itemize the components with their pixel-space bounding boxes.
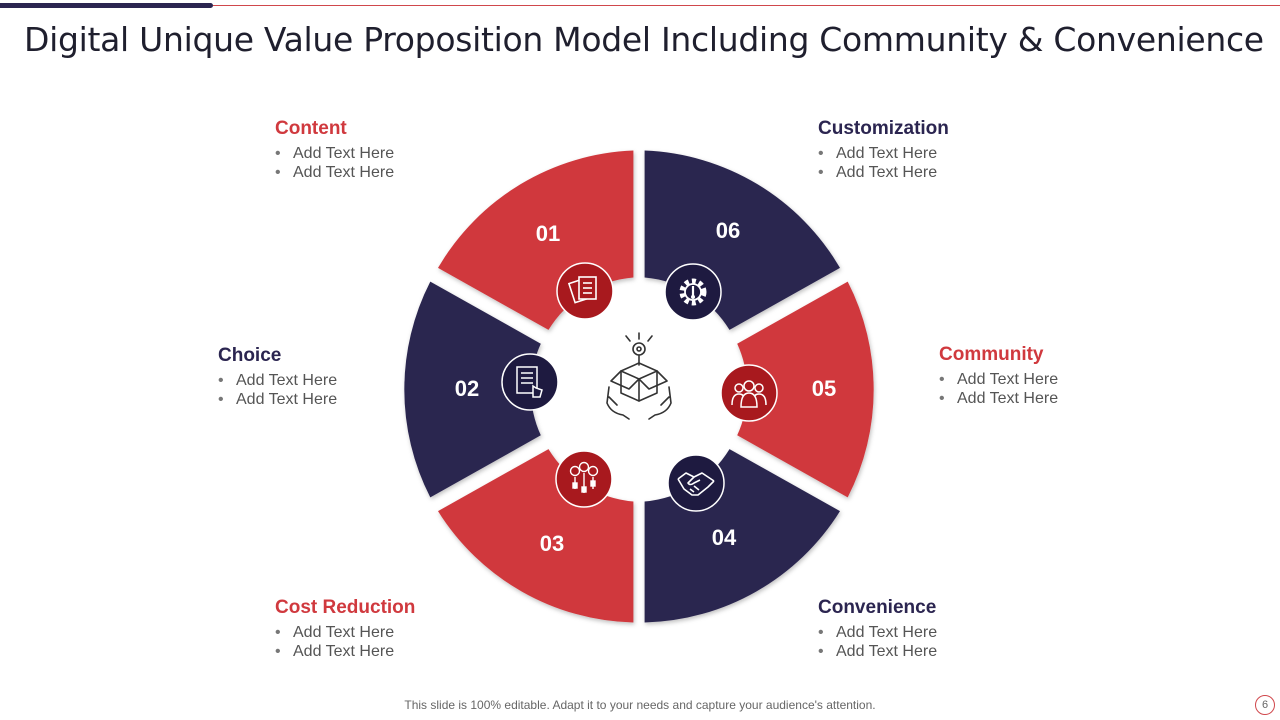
block-community: Community Add Text Here Add Text Here — [939, 345, 1058, 408]
segment-number-04: 04 — [712, 525, 737, 550]
coins-icon — [555, 450, 613, 508]
top-divider-line — [213, 5, 1280, 6]
bullet-customization-2: Add Text Here — [818, 163, 949, 182]
bullet-community-1: Add Text Here — [939, 370, 1058, 389]
label-community: Community — [939, 344, 1044, 365]
page-number: 6 — [1255, 695, 1275, 715]
label-cost-reduction: Cost Reduction — [275, 597, 416, 618]
segment-number-03: 03 — [540, 531, 564, 556]
slide-title: Digital Unique Value Proposition Model I… — [24, 20, 1264, 59]
block-convenience: Convenience Add Text Here Add Text Here — [818, 598, 937, 661]
label-choice: Choice — [218, 345, 282, 366]
segment-number-06: 06 — [716, 218, 740, 243]
footer-note: This slide is 100% editable. Adapt it to… — [404, 698, 876, 712]
bullet-convenience-1: Add Text Here — [818, 623, 937, 642]
bullet-cost-reduction-2: Add Text Here — [275, 642, 415, 661]
bullet-cost-reduction-1: Add Text Here — [275, 623, 415, 642]
bullet-content-1: Add Text Here — [275, 144, 394, 163]
bullet-customization-1: Add Text Here — [818, 144, 949, 163]
value-box-hands-icon — [606, 332, 672, 420]
top-accent-bar — [0, 3, 213, 8]
segment-number-01: 01 — [536, 221, 560, 246]
segment-02 — [404, 281, 541, 498]
bullet-community-2: Add Text Here — [939, 389, 1058, 408]
block-content: Content Add Text Here Add Text Here — [275, 119, 394, 182]
bullet-convenience-2: Add Text Here — [818, 642, 937, 661]
segment-05 — [737, 281, 874, 498]
block-cost-reduction: Cost Reduction Add Text Here Add Text He… — [275, 598, 415, 661]
gear-icon — [664, 263, 722, 321]
segment-number-02: 02 — [455, 376, 479, 401]
bullet-choice-1: Add Text Here — [218, 371, 337, 390]
document-icon — [556, 262, 614, 320]
label-convenience: Convenience — [818, 597, 937, 618]
label-customization: Customization — [818, 118, 949, 139]
block-customization: Customization Add Text Here Add Text Her… — [818, 119, 949, 182]
block-choice: Choice Add Text Here Add Text Here — [218, 346, 337, 409]
label-content: Content — [275, 118, 347, 139]
people-icon — [720, 364, 778, 422]
bullet-choice-2: Add Text Here — [218, 390, 337, 409]
checklist-icon — [501, 353, 559, 411]
segment-number-05: 05 — [812, 376, 836, 401]
bullet-content-2: Add Text Here — [275, 163, 394, 182]
handshake-icon — [667, 454, 725, 512]
